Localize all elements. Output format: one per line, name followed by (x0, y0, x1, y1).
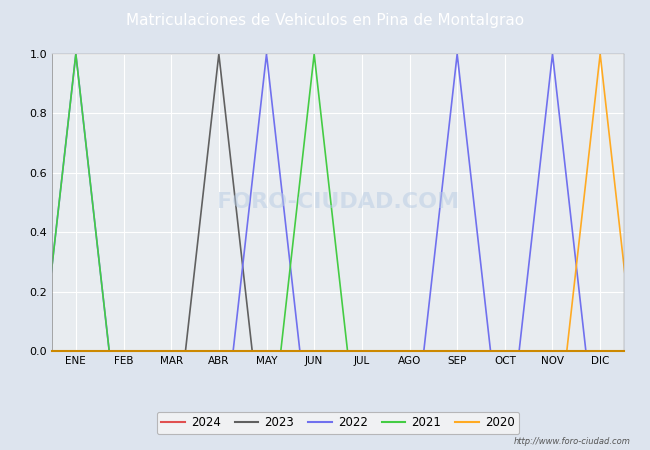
Legend: 2024, 2023, 2022, 2021, 2020: 2024, 2023, 2022, 2021, 2020 (157, 412, 519, 434)
Text: Matriculaciones de Vehiculos en Pina de Montalgrao: Matriculaciones de Vehiculos en Pina de … (126, 13, 524, 28)
Text: FORO-CIUDAD.COM: FORO-CIUDAD.COM (217, 193, 459, 212)
Text: http://www.foro-ciudad.com: http://www.foro-ciudad.com (514, 436, 630, 446)
